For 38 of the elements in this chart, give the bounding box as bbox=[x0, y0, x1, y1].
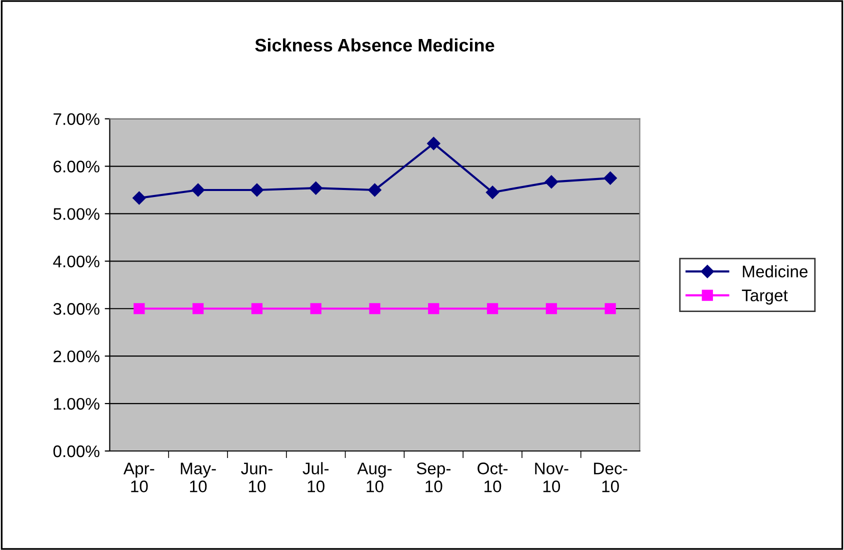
point bbox=[428, 303, 440, 314]
y-tick-label: 3.00% bbox=[53, 303, 100, 315]
x-tick-label: Oct-10 bbox=[478, 462, 508, 492]
point bbox=[192, 303, 204, 314]
x-tick-label: Jul-10 bbox=[302, 462, 329, 492]
point bbox=[486, 303, 498, 314]
y-tick-label: 1.00% bbox=[54, 398, 100, 410]
x-tick-label: Dec-10 bbox=[594, 462, 628, 492]
point bbox=[427, 136, 440, 150]
legend-label: Target bbox=[742, 290, 788, 305]
y-tick-label: 2.00% bbox=[54, 350, 100, 362]
y-tick-label: 0.00% bbox=[53, 445, 100, 458]
y-tick-label: 6.00% bbox=[54, 160, 100, 172]
point bbox=[604, 303, 616, 314]
x-tick-label: Aug-10 bbox=[357, 462, 392, 492]
point bbox=[544, 175, 558, 189]
point bbox=[191, 183, 205, 197]
x-tick-label: May-10 bbox=[180, 462, 216, 492]
point bbox=[368, 183, 382, 197]
point bbox=[310, 303, 322, 314]
point bbox=[251, 303, 263, 314]
point bbox=[309, 182, 322, 195]
legend-label: Medicine bbox=[742, 265, 808, 278]
point bbox=[134, 303, 145, 314]
point bbox=[486, 186, 500, 199]
point bbox=[132, 191, 146, 205]
x-tick-label: Nov-10 bbox=[535, 462, 568, 492]
point bbox=[250, 183, 264, 197]
y-tick-label: 7.00% bbox=[54, 113, 100, 126]
point bbox=[369, 303, 380, 314]
x-tick-label: Apr-10 bbox=[123, 462, 154, 492]
y-tick-label: 5.00% bbox=[53, 208, 100, 220]
x-tick-label: Sep-10 bbox=[416, 462, 450, 492]
x-tick-label: Jun-10 bbox=[241, 462, 272, 492]
point bbox=[546, 303, 557, 314]
chart-title: Sickness Absence Medicine bbox=[255, 38, 494, 52]
y-tick-label: 4.00% bbox=[53, 256, 100, 268]
point bbox=[604, 172, 617, 185]
